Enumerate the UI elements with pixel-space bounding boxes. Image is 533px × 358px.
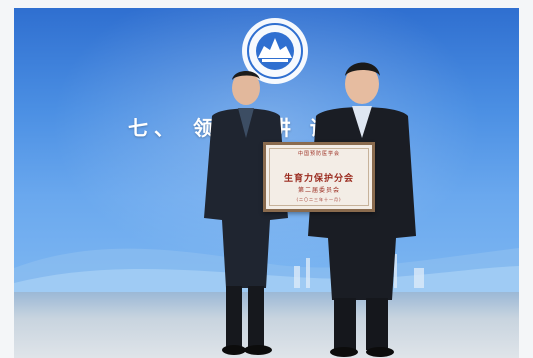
photo-margin-left <box>0 0 14 358</box>
plaque-border <box>269 148 369 206</box>
photo-margin-top <box>0 0 533 8</box>
plaque-date: (二〇二三年十一月) <box>296 197 342 202</box>
society-emblem-icon <box>242 18 308 84</box>
plaque-org-name: 中国预防医学会 <box>297 151 340 157</box>
person-left <box>204 71 288 355</box>
award-plaque: 中国预防医学会 生育力保护分会 第二届委员会 (二〇二三年十一月) <box>263 142 375 212</box>
photo-margin-right <box>519 0 533 358</box>
plaque-title: 生育力保护分会 <box>283 174 354 184</box>
plaque-subtitle: 第二届委员会 <box>297 187 340 194</box>
